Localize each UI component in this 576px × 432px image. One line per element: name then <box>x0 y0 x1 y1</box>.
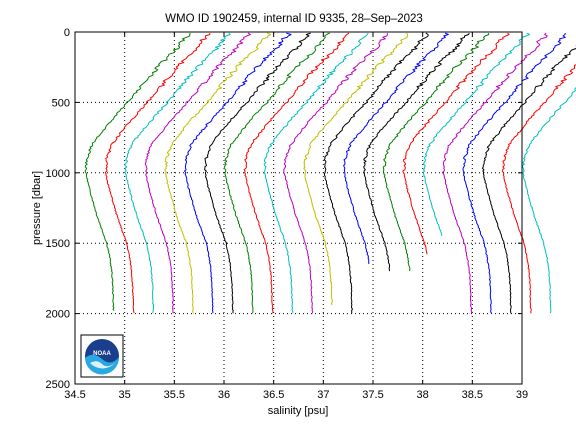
chart-title: WMO ID 1902459, internal ID 9335, 28–Sep… <box>165 13 423 25</box>
x-tick-label: 35 <box>119 389 131 401</box>
salinity-profile-line <box>283 33 388 314</box>
y-tick-label: 0 <box>64 27 70 39</box>
svg-text:NOAA: NOAA <box>93 351 111 357</box>
plot-area: 34.5 35 35.5 36 36.5 37 37.5 38 38.5 39 0 500 1000 1… <box>46 27 576 401</box>
y-tick-labels: 0 500 1000 1500 2000 2500 <box>46 27 70 391</box>
tick-marks <box>74 31 523 385</box>
salinity-profile-line <box>462 32 566 314</box>
salinity-profile-line <box>441 32 548 314</box>
salinity-profile-line <box>164 32 272 314</box>
x-tick-label: 37 <box>317 389 329 401</box>
salinity-profile-line <box>84 32 191 311</box>
salinity-profile-line <box>323 32 429 314</box>
x-tick-label: 38 <box>417 389 429 401</box>
profiles <box>84 32 576 314</box>
salinity-profile-line <box>303 32 409 306</box>
y-tick-label: 1000 <box>46 168 70 180</box>
x-tick-label: 34.5 <box>64 389 85 401</box>
salinity-profile-line <box>263 32 369 314</box>
salinity-profile-line <box>343 32 449 265</box>
salinity-profile-line <box>481 45 576 314</box>
salinity-profile-line <box>422 32 530 236</box>
salinity-profile-line <box>363 32 470 272</box>
x-axis-label: salinity [psu] <box>268 405 329 417</box>
y-axis-label: pressure [dbar] <box>31 171 43 245</box>
salinity-profile-line <box>402 32 510 255</box>
y-tick-label: 2000 <box>46 309 70 321</box>
salinity-profile-line <box>382 32 490 272</box>
y-tick-label: 500 <box>52 97 70 109</box>
salinity-profile-line <box>124 32 231 314</box>
salinity-profile-line <box>243 32 350 314</box>
x-tick-label: 36.5 <box>263 389 284 401</box>
x-tick-label: 38.5 <box>462 389 483 401</box>
salinity-profile-line <box>501 64 576 314</box>
y-tick-label: 1500 <box>46 238 70 250</box>
salinity-profile-line <box>104 32 211 314</box>
y-tick-label: 2500 <box>46 379 70 391</box>
axes-frame <box>74 31 523 385</box>
salinity-profile-line <box>204 32 311 314</box>
noaa-logo: NOAA <box>80 334 124 378</box>
salinity-profile-line <box>184 32 292 314</box>
x-tick-label: 37.5 <box>362 389 383 401</box>
x-tick-label: 39 <box>516 389 528 401</box>
x-tick-label: 36 <box>218 389 230 401</box>
salinity-profile-line <box>521 87 576 314</box>
x-tick-labels: 34.5 35 35.5 36 36.5 37 37.5 38 38.5 39 <box>64 389 528 401</box>
salinity-profile-line <box>223 32 331 314</box>
salinity-profile-line <box>144 32 251 314</box>
axes-background <box>75 32 522 384</box>
x-tick-label: 35.5 <box>164 389 185 401</box>
